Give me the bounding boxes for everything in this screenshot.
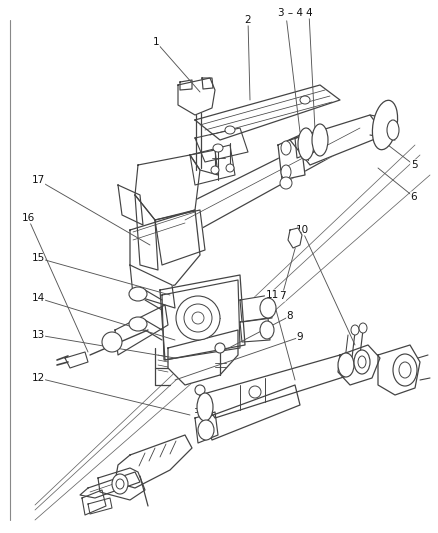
Polygon shape [240,318,270,342]
Polygon shape [82,490,106,515]
Polygon shape [190,150,218,175]
Text: 16: 16 [21,213,35,223]
Polygon shape [278,135,305,180]
Ellipse shape [184,304,212,332]
Ellipse shape [129,317,147,331]
Polygon shape [190,145,235,185]
Ellipse shape [112,474,128,494]
Text: 13: 13 [32,330,45,340]
Polygon shape [240,295,272,322]
Text: 10: 10 [296,225,308,235]
Ellipse shape [372,100,398,150]
Text: 5: 5 [411,160,417,170]
Polygon shape [178,78,215,115]
Text: 14: 14 [32,293,45,303]
Ellipse shape [281,165,291,179]
Ellipse shape [192,312,204,324]
Ellipse shape [195,385,205,395]
Ellipse shape [249,386,261,398]
Polygon shape [338,345,380,385]
Polygon shape [130,265,175,308]
Ellipse shape [225,126,235,134]
Text: 12: 12 [32,373,45,383]
Text: 7: 7 [279,291,285,301]
Ellipse shape [213,144,223,152]
Ellipse shape [354,350,370,374]
Text: 3 – 4: 3 – 4 [279,8,304,18]
Ellipse shape [359,323,367,333]
Ellipse shape [387,120,399,140]
Text: 4: 4 [306,8,312,18]
Ellipse shape [116,479,124,489]
Ellipse shape [197,393,213,421]
Polygon shape [80,472,140,498]
Polygon shape [175,120,365,232]
Polygon shape [168,330,238,385]
Ellipse shape [176,296,220,340]
Text: 1: 1 [153,37,159,47]
Polygon shape [98,468,145,500]
Ellipse shape [338,353,354,377]
Ellipse shape [260,321,274,339]
Text: 6: 6 [411,192,417,202]
Ellipse shape [312,124,328,156]
Polygon shape [200,355,350,418]
Ellipse shape [211,166,219,174]
Ellipse shape [260,298,276,318]
Ellipse shape [226,164,234,172]
Ellipse shape [351,325,359,335]
Polygon shape [115,305,168,355]
Text: 2: 2 [245,15,251,25]
Polygon shape [155,210,205,265]
Ellipse shape [298,128,314,160]
Polygon shape [118,185,143,225]
Text: 9: 9 [297,332,303,342]
Text: 3: 3 [283,10,290,20]
Polygon shape [135,195,158,270]
Polygon shape [135,155,200,220]
Ellipse shape [399,362,411,378]
Ellipse shape [102,332,122,352]
Ellipse shape [198,420,214,440]
Polygon shape [195,412,218,443]
Polygon shape [180,80,192,90]
Text: 15: 15 [32,253,45,263]
Polygon shape [195,128,248,162]
Polygon shape [295,132,318,158]
Polygon shape [162,280,240,360]
Polygon shape [205,385,300,440]
Ellipse shape [358,356,366,368]
Ellipse shape [281,141,291,155]
Ellipse shape [300,96,310,104]
Ellipse shape [280,177,292,189]
Polygon shape [115,435,192,488]
Ellipse shape [393,354,417,386]
Polygon shape [160,275,245,360]
Polygon shape [65,352,88,368]
Polygon shape [378,345,420,395]
Text: 11: 11 [265,290,279,300]
Polygon shape [288,228,302,248]
Polygon shape [130,210,200,290]
Text: 8: 8 [287,311,293,321]
Polygon shape [290,115,385,165]
Polygon shape [195,85,340,140]
Ellipse shape [215,343,225,353]
Text: 17: 17 [32,175,45,185]
Polygon shape [202,78,213,89]
Polygon shape [88,498,112,514]
Ellipse shape [129,287,147,301]
